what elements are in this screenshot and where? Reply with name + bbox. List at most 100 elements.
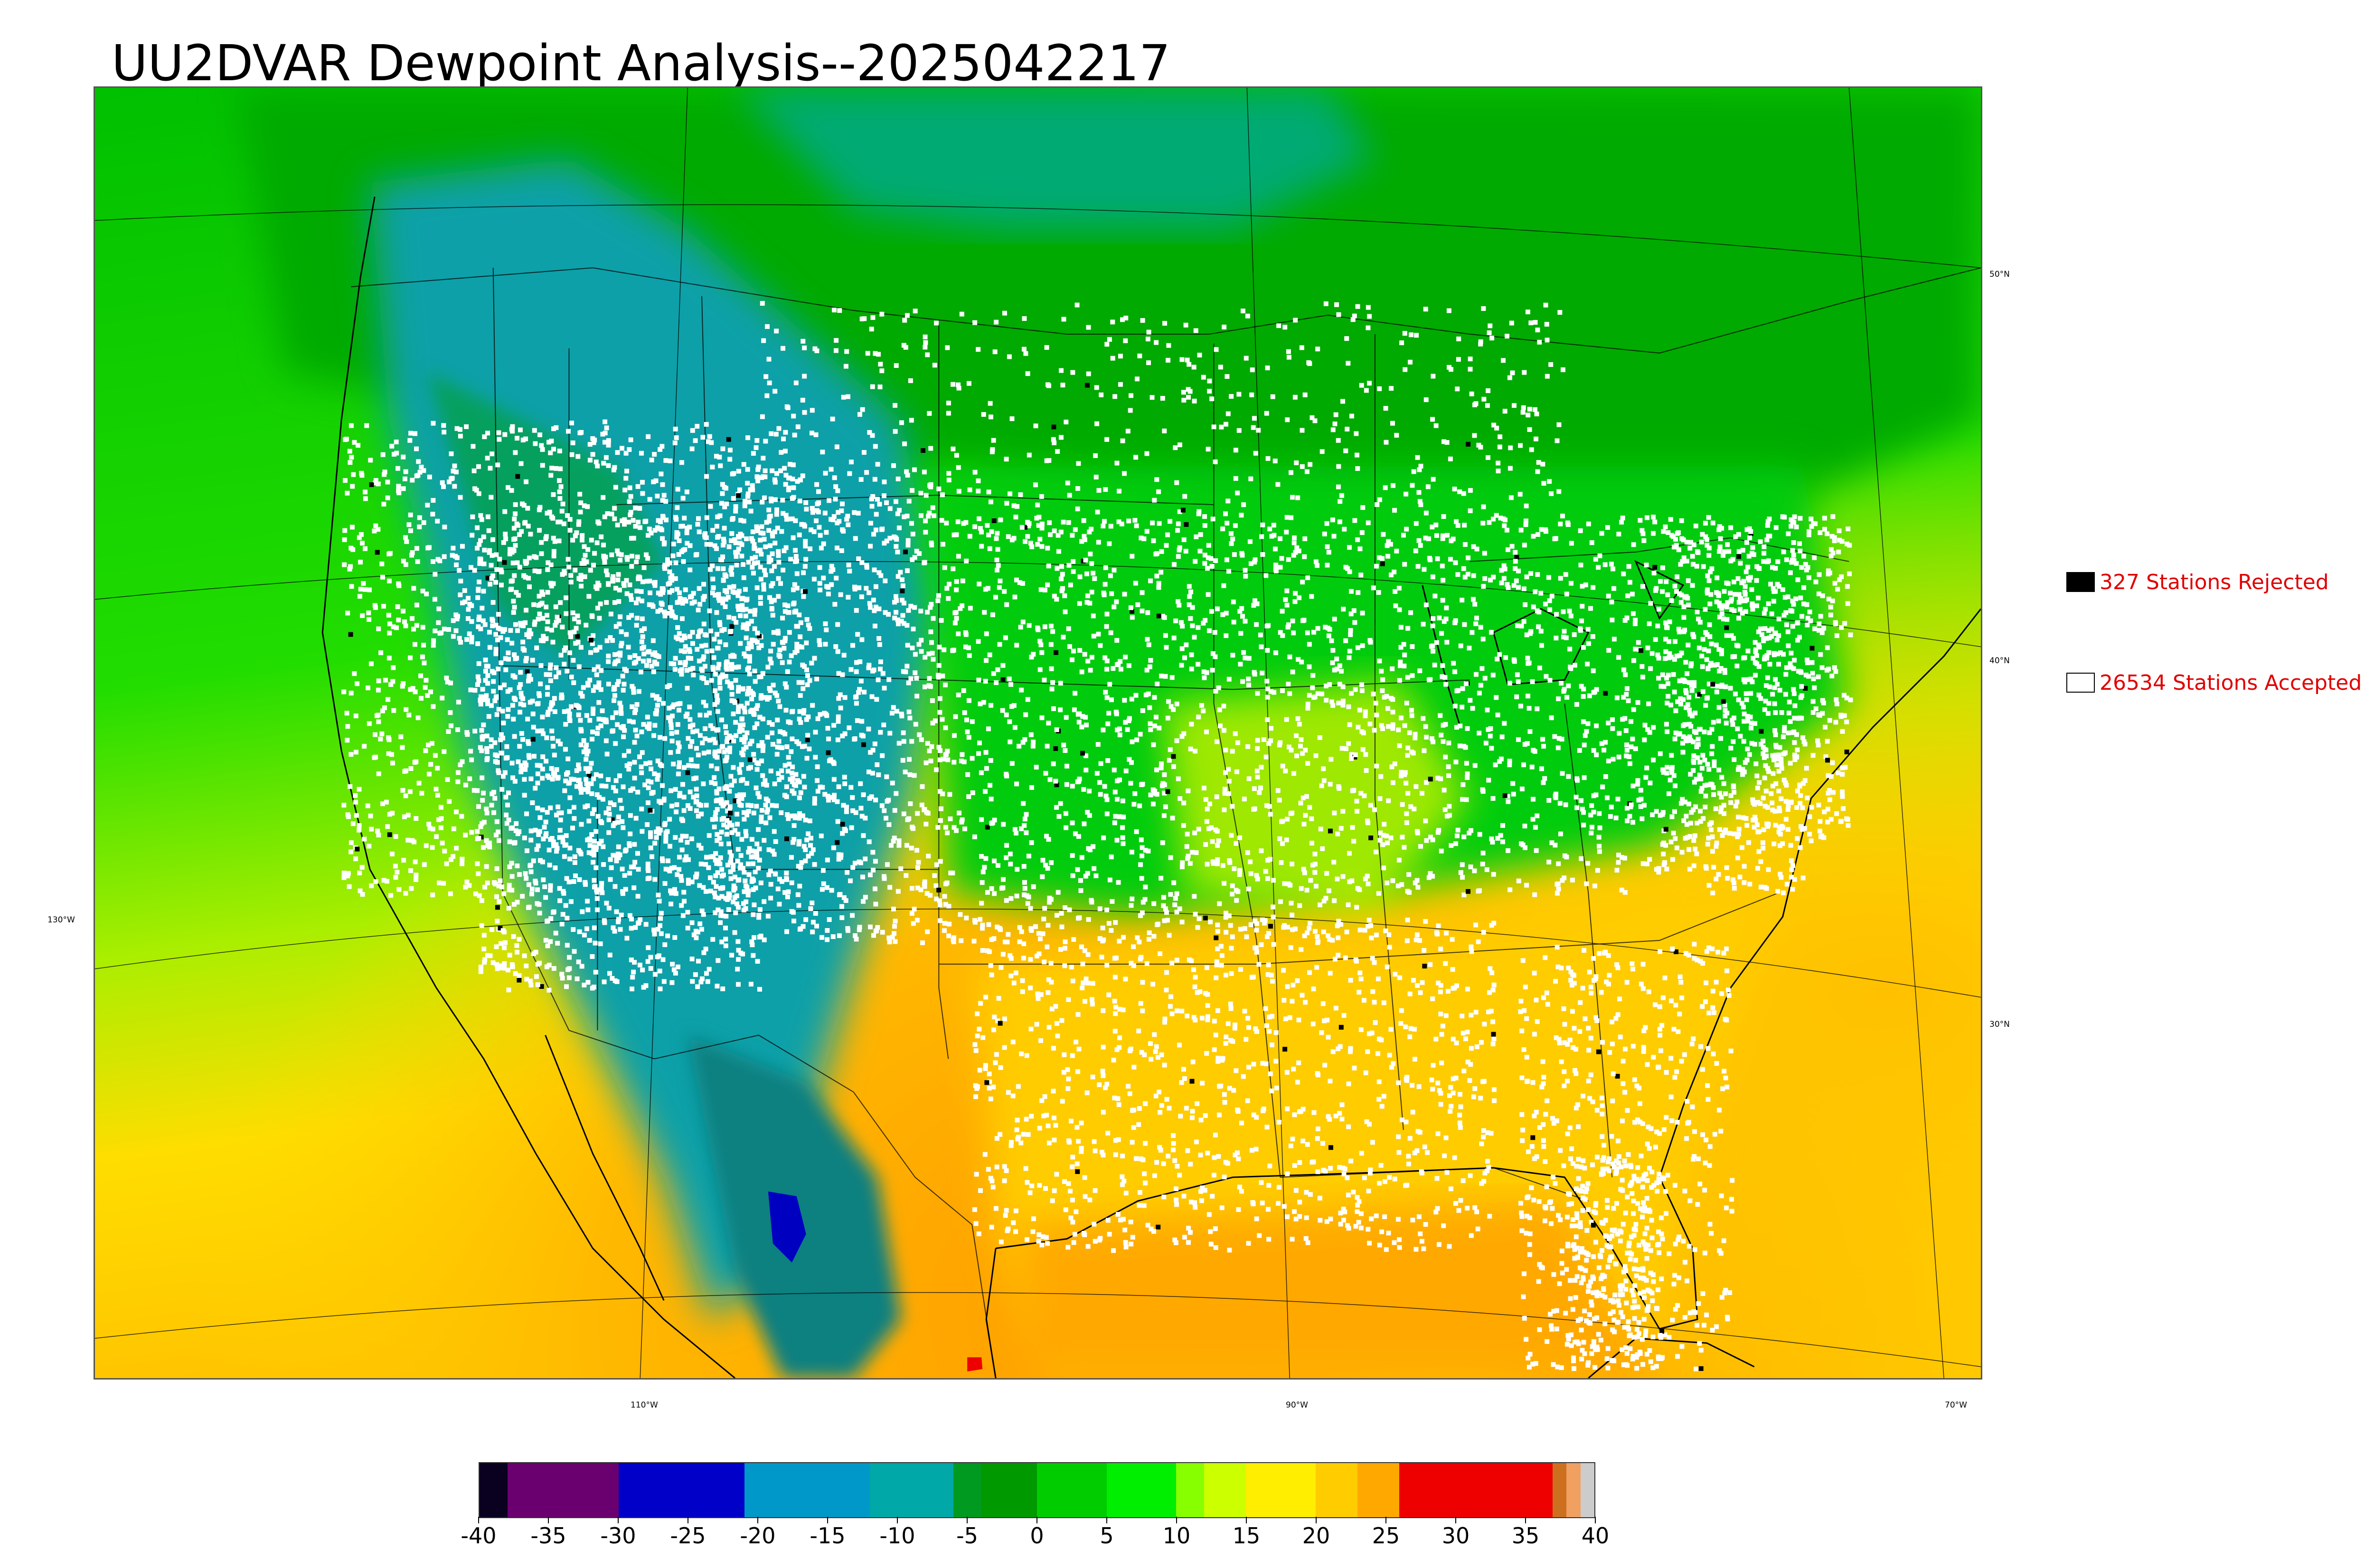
station-accepted xyxy=(867,872,873,877)
station-accepted xyxy=(740,596,745,601)
station-accepted xyxy=(1163,906,1168,911)
station-accepted xyxy=(1547,607,1553,612)
station-accepted xyxy=(524,963,529,968)
station-accepted xyxy=(347,566,352,572)
station-accepted xyxy=(591,563,596,568)
station-accepted xyxy=(569,421,574,426)
station-accepted xyxy=(1356,590,1361,595)
station-accepted xyxy=(536,617,541,622)
station-accepted xyxy=(880,930,885,935)
station-accepted xyxy=(393,875,398,880)
station-accepted xyxy=(506,817,511,823)
station-accepted xyxy=(579,537,584,543)
station-accepted xyxy=(585,749,591,754)
station-accepted xyxy=(493,647,499,652)
station-accepted xyxy=(1424,780,1429,785)
station-accepted xyxy=(801,594,806,599)
station-accepted xyxy=(731,711,736,716)
station-accepted xyxy=(654,829,659,835)
station-accepted xyxy=(738,641,743,646)
station-accepted xyxy=(735,593,741,598)
station-accepted xyxy=(431,704,436,709)
station-accepted xyxy=(669,722,674,727)
station-accepted xyxy=(731,496,736,501)
station-accepted xyxy=(636,689,641,694)
station-accepted xyxy=(1008,851,1013,856)
station-accepted xyxy=(719,557,724,563)
station-accepted xyxy=(507,883,512,888)
station-accepted xyxy=(571,805,576,810)
station-accepted xyxy=(509,488,514,493)
station-accepted xyxy=(846,522,851,527)
station-accepted xyxy=(731,883,736,889)
station-accepted xyxy=(567,845,573,851)
station-accepted xyxy=(794,585,800,591)
station-accepted xyxy=(1031,652,1036,657)
station-accepted xyxy=(595,907,600,912)
station-accepted xyxy=(675,872,680,877)
station-accepted xyxy=(923,821,929,826)
station-accepted xyxy=(704,971,709,976)
station-accepted xyxy=(660,587,666,592)
station-accepted xyxy=(641,722,646,727)
station-accepted xyxy=(922,560,927,565)
station-accepted xyxy=(766,847,772,852)
station-accepted xyxy=(588,650,594,655)
station-accepted xyxy=(653,972,658,977)
station-accepted xyxy=(690,428,695,433)
station-accepted xyxy=(922,807,927,812)
station-accepted xyxy=(992,858,997,864)
station-accepted xyxy=(769,660,774,666)
station-accepted xyxy=(808,906,813,911)
station-accepted xyxy=(492,740,498,745)
station-accepted xyxy=(1026,854,1031,859)
station-accepted xyxy=(652,528,658,533)
station-accepted xyxy=(484,693,489,698)
station-accepted xyxy=(700,741,705,746)
station-accepted xyxy=(452,463,457,469)
station-accepted xyxy=(684,489,689,495)
station-accepted xyxy=(623,451,629,456)
station-accepted xyxy=(1315,934,1320,939)
station-accepted xyxy=(567,780,572,785)
station-accepted xyxy=(401,486,406,491)
station-accepted xyxy=(631,969,636,975)
station-accepted xyxy=(776,553,781,558)
station-accepted xyxy=(691,591,696,596)
station-accepted xyxy=(610,577,615,582)
station-accepted xyxy=(1159,765,1164,770)
station-accepted xyxy=(831,723,837,728)
station-accepted xyxy=(1007,719,1012,724)
station-accepted xyxy=(715,700,720,705)
station-accepted xyxy=(871,598,876,603)
station-accepted xyxy=(523,620,528,625)
station-accepted xyxy=(946,471,951,476)
station-accepted xyxy=(740,865,745,871)
station-accepted xyxy=(723,937,728,942)
station-accepted xyxy=(814,518,819,524)
station-accepted xyxy=(520,893,525,899)
station-accepted xyxy=(1530,679,1535,684)
station-accepted xyxy=(1361,730,1366,735)
station-accepted xyxy=(424,843,429,848)
station-accepted xyxy=(1542,776,1547,781)
station-accepted xyxy=(715,832,720,837)
station-accepted xyxy=(1012,594,1017,600)
station-accepted xyxy=(905,643,910,648)
station-accepted xyxy=(565,557,571,562)
station-accepted xyxy=(1608,814,1613,819)
station-accepted xyxy=(698,979,704,985)
station-accepted xyxy=(628,437,633,442)
station-accepted xyxy=(526,524,531,529)
station-accepted xyxy=(789,855,794,860)
station-accepted xyxy=(734,901,739,906)
station-accepted xyxy=(1036,627,1041,632)
station-accepted xyxy=(771,642,776,647)
station-accepted xyxy=(1336,935,1341,940)
station-accepted xyxy=(884,538,889,544)
station-accepted xyxy=(918,609,923,614)
station-accepted xyxy=(497,838,502,843)
station-accepted xyxy=(632,842,637,847)
station-accepted xyxy=(382,705,387,710)
station-accepted xyxy=(1162,772,1167,777)
